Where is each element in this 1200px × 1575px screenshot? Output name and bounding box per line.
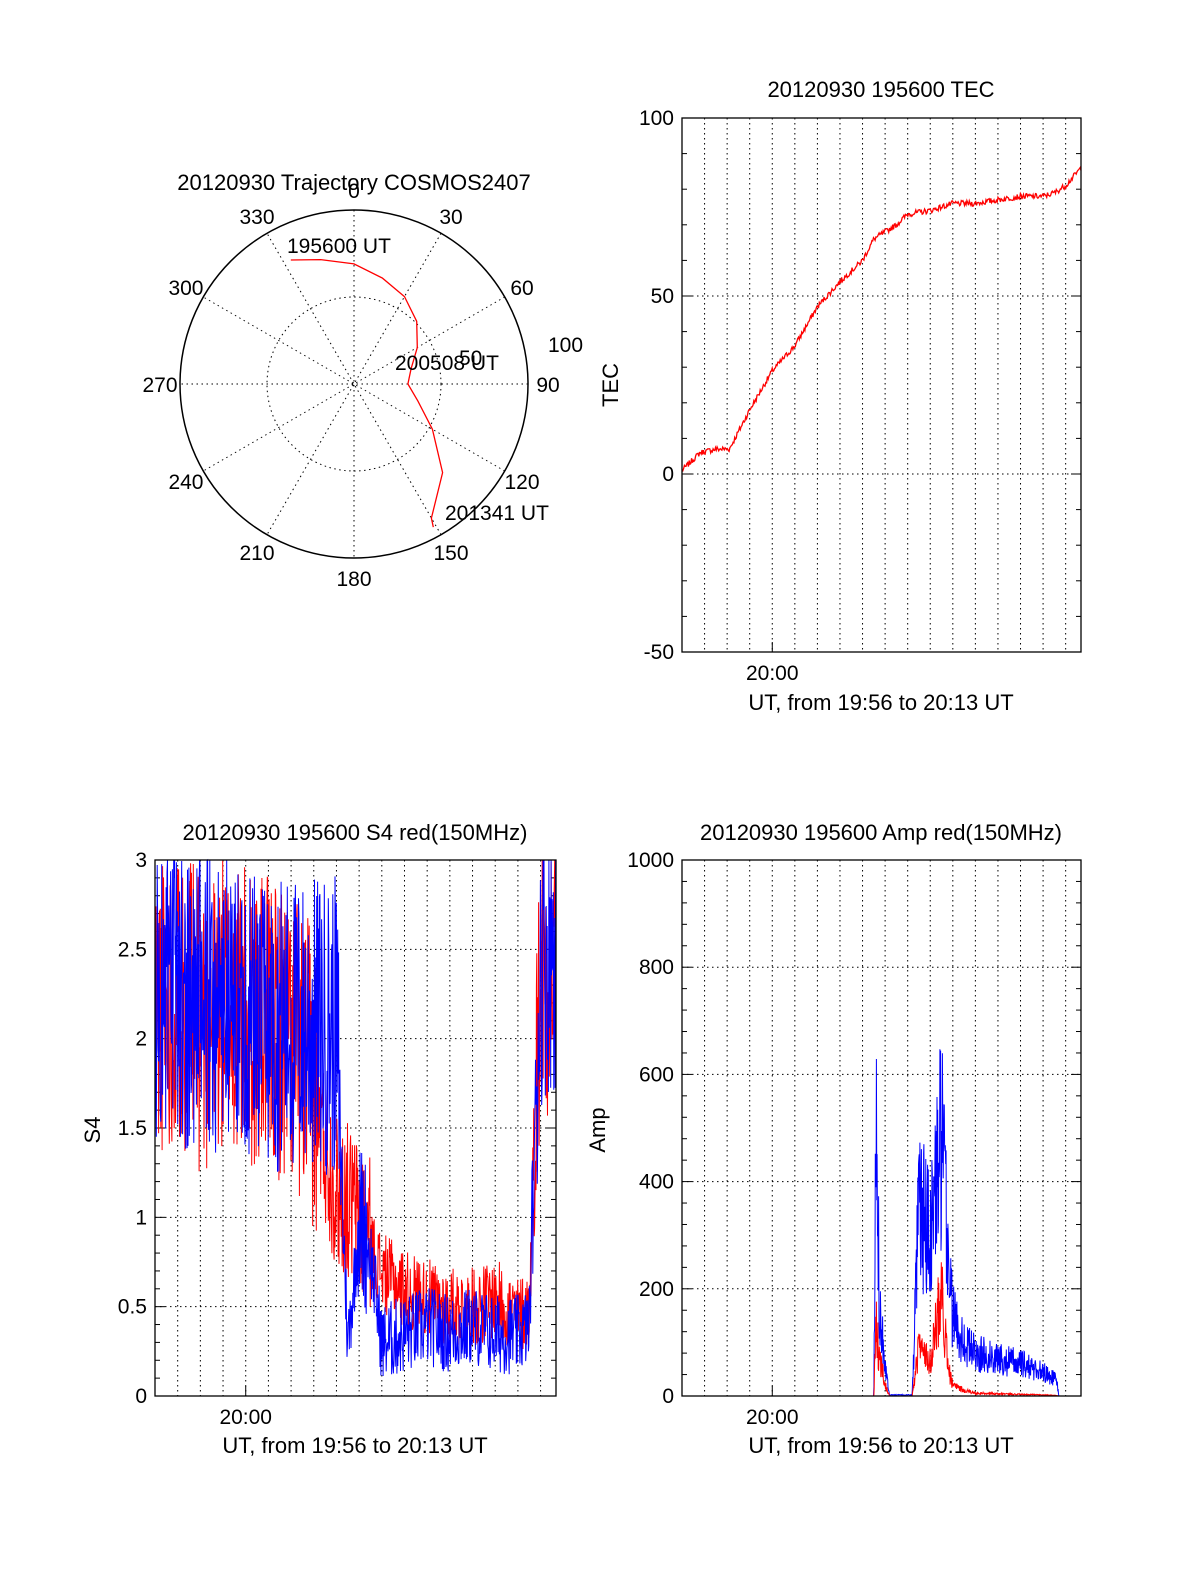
tec-ytick-label: 0	[662, 463, 674, 486]
tec-xlabel: UT, from 19:56 to 20:13 UT	[748, 690, 1013, 715]
amp-xlabel: UT, from 19:56 to 20:13 UT	[748, 1433, 1013, 1458]
s4-xlabel: UT, from 19:56 to 20:13 UT	[222, 1433, 487, 1458]
polar-angle-label: 0	[348, 180, 360, 203]
s4-ytick-label: 1.5	[118, 1117, 147, 1140]
tec-title: 20120930 195600 TEC	[767, 77, 994, 102]
s4-frame	[154, 859, 557, 1397]
polar-angle-label: 30	[439, 206, 462, 229]
s4-red-series	[154, 859, 557, 1351]
polar-spoke	[266, 233, 442, 535]
polar-angle-label: 330	[239, 206, 274, 229]
trajectory-line	[290, 258, 444, 528]
polar-angle-label: 60	[510, 277, 533, 300]
s4-ytick-label: 2	[135, 1028, 147, 1051]
trajectory-mid-label: 200508 UT	[395, 352, 499, 375]
s4-xtick-label: 20:00	[219, 1406, 272, 1429]
s4-y-ticks: 0 0.5 1 1.5 2 2.5 3	[118, 849, 556, 1408]
amp-ytick-label: 200	[639, 1278, 674, 1301]
tec-ytick-label: 100	[639, 107, 674, 130]
amp-y-ticks: 0 200 400 600 800 1000	[627, 849, 1081, 1408]
tec-ylabel: TEC	[598, 363, 623, 407]
s4-ylabel: S4	[80, 1117, 105, 1144]
amp-xtick-label: 20:00	[746, 1406, 799, 1429]
s4-ytick-label: 1	[135, 1206, 147, 1229]
s4-x-ticks: 20:00	[219, 1386, 272, 1429]
polar-angle-label: 270	[142, 374, 177, 397]
s4-ytick-label: 2.5	[118, 938, 147, 961]
tec-ytick-label: 50	[651, 285, 674, 308]
amp-ytick-label: 400	[639, 1171, 674, 1194]
trajectory-title: 20120930 Trajectory COSMOS2407	[177, 170, 530, 195]
polar-angle-label: 150	[433, 542, 468, 565]
trajectory-start-label: 195600 UT	[287, 235, 391, 258]
polar-angle-label: 90	[536, 374, 559, 397]
tec-x-ticks: 20:00	[746, 642, 799, 685]
polar-radius-label-50: 50	[459, 347, 482, 370]
tec-series-line	[681, 166, 1082, 473]
tec-ytick-label: -50	[644, 641, 674, 664]
amp-ylabel: Amp	[585, 1107, 610, 1152]
tec-xtick-label: 20:00	[746, 662, 799, 685]
polar-spokes	[180, 210, 528, 558]
amp-panel: 20120930 195600 Amp red(150MHz) 0 200 400 6…	[585, 820, 1082, 1458]
polar-angle-label: 120	[504, 471, 539, 494]
polar-angle-labels: 0 30 60 90 120 150 180 210 240 270 300 330	[142, 180, 559, 591]
polar-radius-label-100: 100	[548, 334, 583, 357]
polar-spoke	[266, 233, 442, 535]
tec-frame	[681, 117, 1082, 653]
amp-frame	[681, 859, 1082, 1397]
amp-x-ticks: 20:00	[746, 1386, 799, 1429]
amp-ytick-label: 0	[662, 1385, 674, 1408]
tec-grid	[682, 117, 1081, 653]
amp-ytick-label: 600	[639, 1063, 674, 1086]
s4-panel: 20120930 195600 S4 red(150MHz) 0 0.5 1 1.5 2…	[80, 820, 557, 1458]
polar-angle-label: 210	[239, 542, 274, 565]
amp-title: 20120930 195600 Amp red(150MHz)	[700, 820, 1062, 845]
amp-ytick-label: 800	[639, 956, 674, 979]
tec-y-ticks: -50 0 50 100	[639, 107, 1081, 664]
amp-ytick-label: 1000	[627, 849, 674, 872]
polar-angle-label: 300	[168, 277, 203, 300]
s4-blue-series	[154, 858, 557, 1377]
s4-ytick-label: 0	[135, 1385, 147, 1408]
trajectory-end-label: 201341 UT	[445, 502, 549, 525]
s4-ytick-label: 3	[135, 849, 147, 872]
polar-angle-label: 180	[336, 568, 371, 591]
polar-angle-label: 240	[168, 471, 203, 494]
trajectory-polar-plot: 20120930 Trajectory COSMOS2407 0 30 60 90 12…	[142, 170, 583, 591]
s4-ytick-label: 0.5	[118, 1296, 147, 1319]
s4-title: 20120930 195600 S4 red(150MHz)	[183, 820, 528, 845]
